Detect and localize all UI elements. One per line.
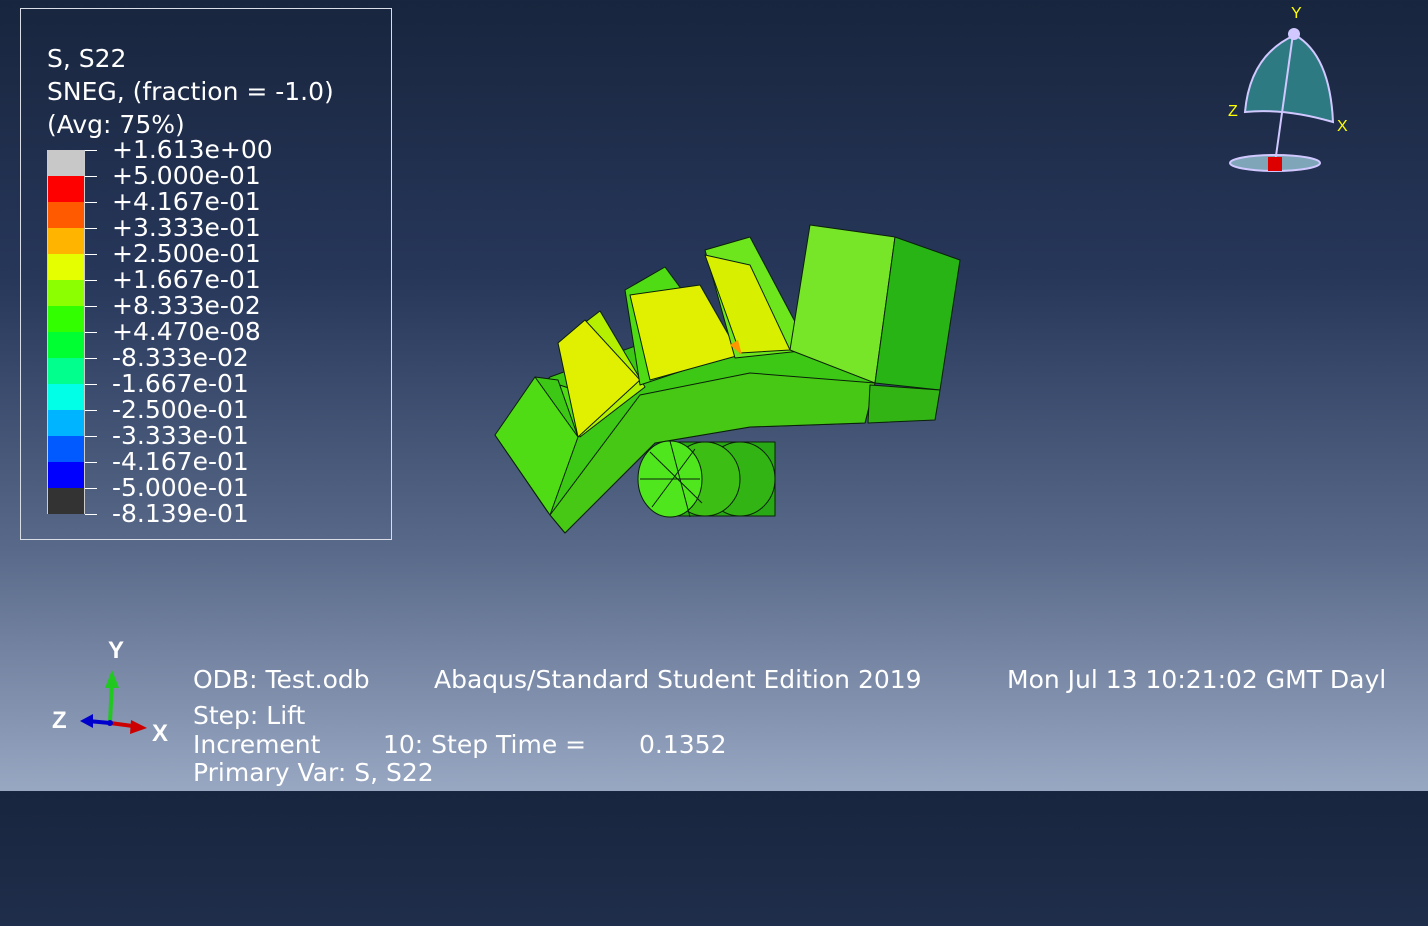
legend-level-label: +1.613e+00 <box>112 135 273 164</box>
triad-y-label: Y <box>108 637 124 664</box>
legend-level-label: -2.500e-01 <box>112 395 249 424</box>
product-name: Abaqus/Standard Student Edition 2019 <box>434 665 922 694</box>
increment-label: Increment <box>193 730 321 759</box>
legend-level-label: +3.333e-01 <box>112 213 261 242</box>
legend-level-label: -5.000e-01 <box>112 473 249 502</box>
legend-swatch <box>47 228 85 254</box>
legend-level-label: -8.139e-01 <box>112 499 249 528</box>
legend-level-label: +1.667e-01 <box>112 265 261 294</box>
legend-level-label: +8.333e-02 <box>112 291 261 320</box>
legend-tick <box>85 332 97 333</box>
legend-swatch <box>47 176 85 202</box>
legend-tick <box>85 358 97 359</box>
legend-tick <box>85 488 97 489</box>
legend-swatch <box>47 410 85 436</box>
legend-title-line: (Avg: 75%) <box>47 110 185 139</box>
legend-tick <box>85 410 97 411</box>
legend-level-label: +4.470e-08 <box>112 317 261 346</box>
legend-tick <box>85 280 97 281</box>
odb-name: ODB: Test.odb <box>193 665 370 694</box>
legend-swatch <box>47 332 85 358</box>
legend-swatch <box>47 436 85 462</box>
legend-tick <box>85 254 97 255</box>
legend-swatch <box>47 202 85 228</box>
coordinate-triad: Y Z X <box>52 637 168 747</box>
view-x-label: X <box>1337 118 1348 135</box>
step-time: 0.1352 <box>639 730 727 759</box>
legend-swatch <box>47 254 85 280</box>
primary-variable: Primary Var: S, S22 <box>193 758 434 787</box>
legend-swatch <box>47 358 85 384</box>
legend-level-label: -8.333e-02 <box>112 343 249 372</box>
legend-level-label: -1.667e-01 <box>112 369 249 398</box>
deformed-model-view[interactable] <box>480 215 980 545</box>
legend-tick <box>85 202 97 203</box>
legend-tick <box>85 306 97 307</box>
legend-tick <box>85 228 97 229</box>
legend-level-label: -3.333e-01 <box>112 421 249 450</box>
contour-legend: S, S22 SNEG, (fraction = -1.0) (Avg: 75%… <box>20 8 392 540</box>
increment-value: 10: Step Time = <box>383 730 587 759</box>
legend-swatch <box>47 150 85 176</box>
legend-tick <box>85 150 97 151</box>
legend-tick <box>85 384 97 385</box>
legend-level-label: +4.167e-01 <box>112 187 261 216</box>
legend-tick <box>85 176 97 177</box>
step-name: Step: Lift <box>193 701 306 730</box>
legend-level-label: +2.500e-01 <box>112 239 261 268</box>
legend-swatch <box>47 488 85 514</box>
legend-tick <box>85 436 97 437</box>
legend-title-line: S, S22 <box>47 44 127 73</box>
triad-z-label: Z <box>52 707 67 734</box>
legend-swatch <box>47 306 85 332</box>
legend-level-label: +5.000e-01 <box>112 161 261 190</box>
legend-tick <box>85 514 97 515</box>
legend-swatch <box>47 384 85 410</box>
timestamp: Mon Jul 13 10:21:02 GMT Dayl <box>1007 665 1387 694</box>
view-y-label: Y <box>1291 5 1302 22</box>
legend-swatch <box>47 462 85 488</box>
viewport-info-block: ODB: Test.odb Abaqus/Standard Student Ed… <box>193 665 1386 926</box>
legend-tick <box>85 462 97 463</box>
legend-level-label: -4.167e-01 <box>112 447 249 476</box>
legend-title-line: SNEG, (fraction = -1.0) <box>47 77 334 106</box>
triad-x-label: X <box>152 720 168 747</box>
view-orientation-triad[interactable]: Y Z X <box>1215 0 1365 185</box>
view-z-label: Z <box>1228 103 1238 120</box>
legend-swatch <box>47 280 85 306</box>
